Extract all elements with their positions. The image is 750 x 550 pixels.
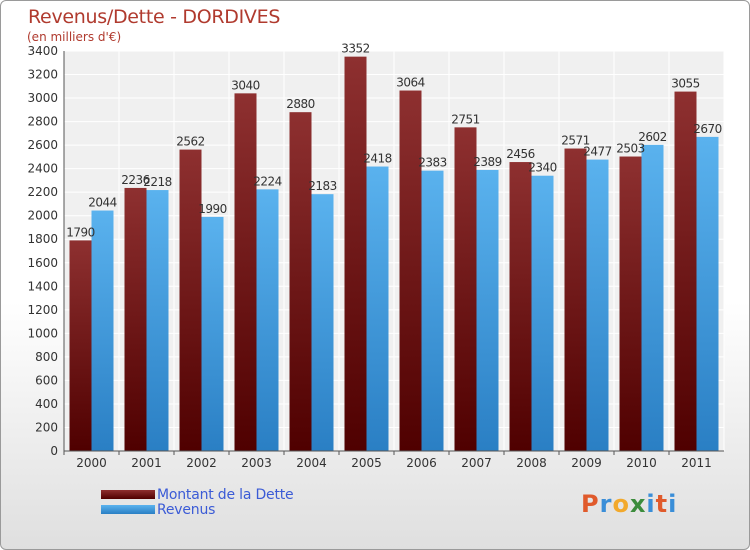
x-tick-label: 2003 (241, 456, 272, 470)
data-label: 2340 (528, 161, 557, 175)
chart-title: Revenus/Dette - DORDIVES (28, 6, 281, 28)
x-tick-label: 2005 (351, 456, 382, 470)
data-label: 2880 (286, 97, 315, 111)
bar-dette (454, 127, 477, 452)
y-tick-label: 1400 (27, 279, 58, 293)
x-tick-label: 2001 (131, 456, 162, 470)
y-tick-label: 200 (35, 420, 58, 434)
chart-subtitle: (en milliers d'€) (27, 30, 122, 44)
y-tick-label: 800 (35, 350, 58, 364)
y-tick-label: 0 (50, 444, 58, 458)
bar-dette (289, 112, 312, 452)
y-tick-label: 1000 (27, 326, 58, 340)
bar-dette (564, 148, 587, 451)
logo-letter: r (599, 490, 613, 518)
data-label: 3064 (396, 76, 425, 90)
logo-letter: o (612, 490, 630, 518)
bar-dette (509, 162, 532, 451)
data-label: 3055 (671, 77, 700, 91)
proxiti-logo: Proxiti (581, 490, 677, 518)
legend-item-dette: Montant de la Dette (101, 486, 294, 503)
y-tick-label: 600 (35, 373, 58, 387)
x-tick-label: 2011 (681, 456, 712, 470)
bar-revenus (421, 170, 444, 451)
y-tick-label: 2000 (27, 209, 58, 223)
x-tick-label: 2010 (626, 456, 657, 470)
legend-item-revenus: Revenus (101, 501, 293, 518)
data-label: 3352 (341, 42, 370, 56)
bar-dette (619, 156, 642, 451)
data-label: 2236 (121, 173, 150, 187)
data-label: 2224 (253, 174, 282, 188)
bar-revenus (256, 189, 279, 451)
legend-swatch-dette (101, 490, 155, 499)
legend-swatch-revenus (101, 505, 155, 514)
x-tick-label: 2006 (406, 456, 437, 470)
bar-revenus (366, 166, 389, 451)
data-label: 2602 (638, 130, 667, 144)
data-label: 1790 (66, 225, 95, 239)
y-tick-label: 2200 (27, 185, 58, 199)
data-label: 2183 (308, 179, 337, 193)
data-label: 2562 (176, 135, 205, 149)
x-tick-label: 2004 (296, 456, 327, 470)
x-tick-label: 2002 (186, 456, 217, 470)
y-tick-label: 400 (35, 397, 58, 411)
bar-dette (344, 56, 367, 451)
bar-dette (674, 91, 697, 452)
y-tick-label: 3400 (27, 44, 58, 58)
bar-revenus (531, 175, 554, 452)
x-tick-label: 2007 (461, 456, 492, 470)
bar-revenus (91, 210, 114, 451)
data-label: 1990 (198, 202, 227, 216)
data-label: 3040 (231, 78, 260, 92)
bar-dette (179, 149, 202, 451)
legend-label-revenus: Revenus (157, 501, 216, 518)
bar-revenus (311, 194, 334, 452)
logo-letter: i (646, 490, 656, 518)
bar-dette (399, 90, 422, 451)
logo-letter: x (629, 490, 647, 518)
y-tick-label: 3000 (27, 91, 58, 105)
bar-revenus (696, 136, 719, 451)
bar-dette (124, 187, 147, 452)
x-tick-label: 2000 (76, 456, 107, 470)
y-tick-label: 2800 (27, 115, 58, 129)
y-tick-label: 1200 (27, 303, 58, 317)
data-label: 2418 (363, 152, 392, 166)
bar-revenus (201, 216, 224, 451)
data-label: 2477 (583, 145, 612, 159)
bar-revenus (586, 159, 609, 451)
bar-revenus (146, 190, 169, 451)
y-tick-label: 1600 (27, 256, 58, 270)
logo-letter: i (668, 490, 678, 518)
y-tick-label: 2600 (27, 138, 58, 152)
data-label: 2383 (418, 156, 447, 170)
bar-revenus (476, 169, 499, 452)
bar-dette (234, 93, 257, 452)
data-label: 2456 (506, 147, 535, 161)
data-label: 2218 (143, 175, 172, 189)
data-label: 2571 (561, 134, 590, 148)
y-tick-label: 3200 (27, 68, 58, 82)
chart-legend: Montant de la Dette Revenus (101, 486, 294, 518)
y-tick-label: 2400 (27, 162, 58, 176)
data-label: 2503 (616, 142, 645, 156)
x-tick-label: 2009 (571, 456, 602, 470)
logo-letter: t (655, 490, 669, 518)
data-label: 2044 (88, 196, 117, 210)
y-tick-label: 1800 (27, 232, 58, 246)
x-tick-label: 2008 (516, 456, 547, 470)
bar-revenus (641, 144, 664, 451)
data-label: 2389 (473, 155, 502, 169)
data-label: 2751 (451, 112, 480, 126)
data-label: 2670 (693, 122, 722, 136)
bar-dette (69, 240, 92, 451)
legend-label-dette: Montant de la Dette (157, 486, 294, 503)
logo-letter: P (581, 490, 600, 518)
